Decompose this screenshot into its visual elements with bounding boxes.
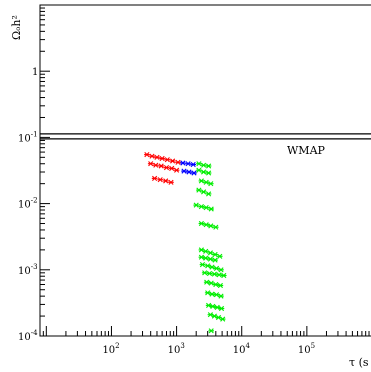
data-point bbox=[203, 222, 209, 228]
data-point bbox=[221, 272, 227, 279]
data-point bbox=[219, 316, 226, 322]
y-tick-label: 1 bbox=[32, 67, 38, 78]
data-point bbox=[209, 264, 215, 270]
data-point bbox=[200, 162, 207, 168]
data-point bbox=[210, 303, 216, 309]
data-point bbox=[213, 224, 219, 230]
y-tick-label: 10-2 bbox=[18, 197, 38, 211]
data-point bbox=[218, 305, 225, 312]
data-point bbox=[207, 250, 214, 256]
data-point bbox=[198, 204, 205, 210]
data-point bbox=[204, 290, 211, 296]
data-point bbox=[208, 223, 214, 229]
data-point bbox=[147, 161, 154, 167]
data-point bbox=[168, 179, 174, 185]
data-point bbox=[154, 154, 160, 160]
x-tick-label: 105 bbox=[298, 342, 315, 356]
data-point bbox=[218, 267, 224, 273]
y-tick-label: 10-1 bbox=[18, 130, 38, 144]
data-point bbox=[211, 271, 218, 277]
data-point bbox=[144, 152, 150, 158]
data-point bbox=[213, 281, 219, 288]
data-point bbox=[196, 187, 202, 193]
data-point bbox=[198, 220, 205, 227]
data-point bbox=[218, 293, 224, 299]
data-point bbox=[153, 162, 159, 168]
data-point bbox=[209, 291, 215, 297]
y-axis-label: Ωₒh² bbox=[10, 15, 23, 40]
data-point bbox=[159, 155, 165, 162]
data-point bbox=[205, 191, 212, 197]
data-point bbox=[198, 178, 205, 184]
data-point bbox=[157, 177, 163, 183]
data-point bbox=[181, 168, 187, 174]
data-point bbox=[168, 165, 175, 171]
data-point bbox=[206, 270, 213, 277]
data-point bbox=[185, 161, 191, 167]
data-point bbox=[200, 169, 207, 175]
data-points bbox=[144, 152, 227, 334]
data-point bbox=[200, 189, 207, 195]
data-point bbox=[204, 263, 211, 269]
data-point bbox=[201, 270, 208, 276]
plot-frame bbox=[39, 4, 371, 337]
data-point bbox=[190, 161, 196, 168]
data-point bbox=[180, 160, 186, 166]
data-point bbox=[213, 292, 220, 298]
data-point bbox=[207, 256, 214, 262]
data-point bbox=[151, 175, 158, 181]
x-tick-label: 104 bbox=[233, 342, 251, 356]
plot-border bbox=[39, 4, 371, 337]
data-point bbox=[149, 153, 155, 159]
y-tick-label: 10-4 bbox=[18, 329, 38, 343]
data-point bbox=[203, 179, 209, 185]
data-point bbox=[217, 282, 224, 289]
data-point bbox=[205, 163, 212, 169]
wmap-band bbox=[40, 133, 371, 140]
data-point bbox=[212, 251, 218, 258]
data-point bbox=[202, 248, 209, 254]
data-point bbox=[208, 181, 214, 187]
y-tick-label: 10-3 bbox=[18, 263, 38, 277]
data-point bbox=[173, 167, 180, 173]
y-axis-ticks: 1 10-1 10-2 10-3 10-4 bbox=[18, 4, 50, 343]
data-point bbox=[213, 265, 220, 271]
data-point bbox=[198, 254, 205, 260]
data-point bbox=[208, 206, 214, 212]
data-point bbox=[208, 280, 214, 286]
wmap-label: WMAP bbox=[287, 144, 326, 157]
data-point bbox=[193, 202, 199, 208]
data-point bbox=[217, 253, 223, 259]
data-point bbox=[196, 161, 202, 167]
data-point bbox=[212, 257, 218, 263]
data-point bbox=[208, 328, 214, 334]
x-tick-label: 102 bbox=[102, 342, 119, 356]
data-point bbox=[202, 255, 209, 261]
x-axis-ticks: 102 103 104 105 bbox=[39, 326, 370, 356]
x-tick-label: 103 bbox=[168, 342, 185, 356]
data-point bbox=[198, 247, 205, 253]
data-point bbox=[205, 170, 212, 176]
data-point bbox=[164, 157, 171, 163]
data-point bbox=[216, 272, 222, 278]
data-point bbox=[199, 262, 206, 268]
data-point bbox=[162, 178, 169, 184]
data-point bbox=[191, 170, 197, 176]
data-point bbox=[175, 159, 181, 165]
data-point bbox=[203, 279, 210, 285]
data-point bbox=[196, 167, 202, 173]
data-point bbox=[158, 163, 164, 169]
data-point bbox=[163, 165, 170, 171]
data-point bbox=[186, 169, 192, 175]
data-point bbox=[203, 205, 209, 211]
data-point bbox=[169, 158, 176, 164]
x-axis-label: τ (s bbox=[349, 356, 369, 369]
data-point bbox=[214, 304, 220, 310]
